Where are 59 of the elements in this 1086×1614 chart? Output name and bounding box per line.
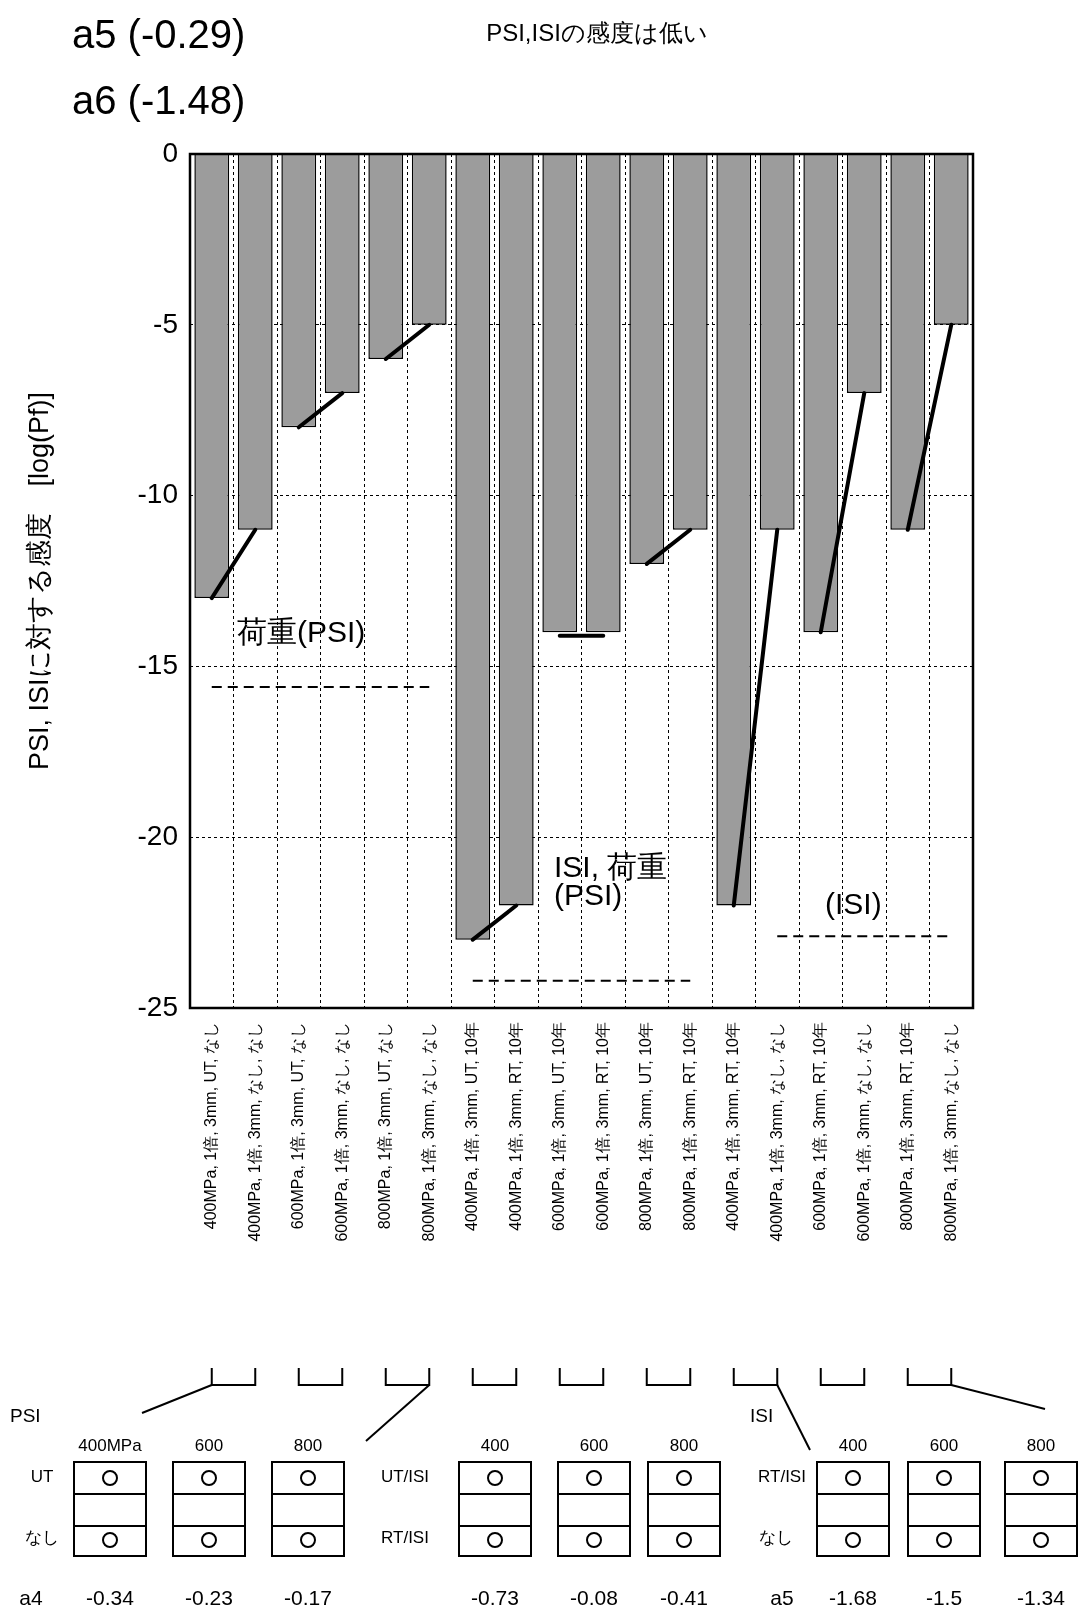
text: -0.17: [284, 1585, 332, 1610]
x-tick-label: 800MPa, 1倍, 3mm, なし, なし: [419, 1022, 437, 1242]
x-tick-label: 400MPa, 1倍, 3mm, なし, なし: [767, 1022, 785, 1242]
text: RT/ISI: [758, 1467, 806, 1487]
annotation: 荷重(PSI): [237, 615, 366, 649]
y-tick-label: -15: [137, 649, 178, 681]
x-tick-label: 600MPa, 1倍, 3mm, RT, 10年: [811, 1022, 829, 1231]
x-tick-label: 400MPa, 1倍, 3mm, UT, なし: [202, 1022, 220, 1230]
text: -1.5: [925, 1585, 963, 1610]
y-axis-title: PSI, ISIに対する感度 [log(Pf)]: [23, 391, 54, 771]
text: 400: [838, 1436, 868, 1456]
text: 400: [480, 1436, 510, 1456]
text: a4: [19, 1585, 43, 1610]
x-tick-label: 600MPa, 1倍, 3mm, なし, なし: [332, 1022, 350, 1242]
text: -0.34: [86, 1585, 134, 1610]
text: 800: [669, 1436, 699, 1456]
text: -1.68: [829, 1585, 877, 1610]
text: -0.23: [185, 1585, 233, 1610]
x-tick-label: 600MPa, 1倍, 3mm, RT, 10年: [593, 1022, 611, 1231]
text: PSI: [10, 1405, 41, 1427]
text: なし: [759, 1528, 793, 1548]
text: a5: [770, 1585, 794, 1610]
x-tick-label: 800MPa, 1倍, 3mm, UT, なし: [376, 1022, 394, 1230]
text: 600: [929, 1436, 959, 1456]
text: 800: [293, 1436, 323, 1456]
text: -1.34: [1017, 1585, 1065, 1610]
text: -0.08: [570, 1585, 618, 1610]
y-tick-label: -10: [137, 478, 178, 510]
y-tick-label: -25: [137, 990, 178, 1022]
annotation: (ISI): [825, 887, 882, 921]
text: a6 (-1.48): [72, 78, 246, 122]
text: UT: [30, 1467, 54, 1487]
x-tick-label: 600MPa, 1倍, 3mm, UT, なし: [289, 1022, 307, 1230]
x-tick-label: 800MPa, 1倍, 3mm, RT, 10年: [680, 1022, 698, 1231]
x-tick-label: 400MPa, 1倍, 3mm, RT, 10年: [724, 1022, 742, 1231]
y-tick-label: -20: [137, 819, 178, 851]
text: なし: [25, 1528, 59, 1548]
text: 400MPa: [78, 1436, 142, 1456]
text: a5 (-0.29): [72, 12, 246, 56]
x-tick-label: 400MPa, 1倍, 3mm, UT, 10年: [463, 1022, 481, 1231]
text: -0.73: [471, 1585, 519, 1610]
text: 600: [194, 1436, 224, 1456]
x-tick-label: 800MPa, 1倍, 3mm, RT, 10年: [898, 1022, 916, 1231]
annotation: ISI, 荷重 (PSI): [554, 849, 668, 911]
text: 600: [579, 1436, 609, 1456]
x-tick-label: 800MPa, 1倍, 3mm, なし, なし: [941, 1022, 959, 1242]
text: RT/ISI: [381, 1528, 429, 1548]
y-tick-label: 0: [162, 136, 178, 168]
text: -0.41: [660, 1585, 708, 1610]
text: ISI: [750, 1405, 774, 1427]
x-tick-label: 400MPa, 1倍, 3mm, RT, 10年: [506, 1022, 524, 1231]
x-tick-label: 800MPa, 1倍, 3mm, UT, 10年: [637, 1022, 655, 1231]
text: 800: [1026, 1436, 1056, 1456]
chart-title: PSI,ISIの感度は低い: [486, 19, 708, 47]
text: UT/ISI: [380, 1467, 430, 1487]
y-tick-label: -5: [153, 307, 178, 339]
x-tick-label: 600MPa, 1倍, 3mm, なし, なし: [854, 1022, 872, 1242]
x-tick-label: 600MPa, 1倍, 3mm, UT, 10年: [550, 1022, 568, 1231]
x-tick-label: 400MPa, 1倍, 3mm, なし, なし: [245, 1022, 263, 1242]
